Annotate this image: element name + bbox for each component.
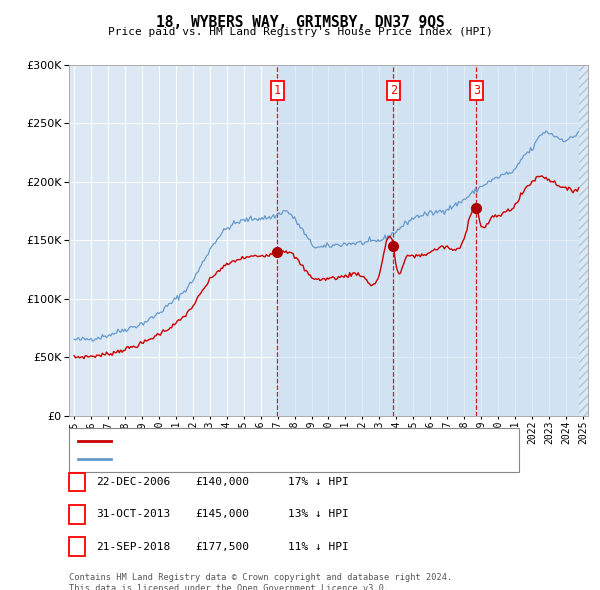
Text: 18, WYBERS WAY, GRIMSBY, DN37 9QS: 18, WYBERS WAY, GRIMSBY, DN37 9QS <box>155 15 445 30</box>
Text: £177,500: £177,500 <box>195 542 249 552</box>
Text: 2: 2 <box>390 84 397 97</box>
Text: 13% ↓ HPI: 13% ↓ HPI <box>288 510 349 519</box>
Text: £140,000: £140,000 <box>195 477 249 487</box>
Text: HPI: Average price, detached house, North East Lincolnshire: HPI: Average price, detached house, Nort… <box>117 454 486 464</box>
Text: 3: 3 <box>473 84 480 97</box>
Text: 21-SEP-2018: 21-SEP-2018 <box>96 542 170 552</box>
Text: 22-DEC-2006: 22-DEC-2006 <box>96 477 170 487</box>
Text: 11% ↓ HPI: 11% ↓ HPI <box>288 542 349 552</box>
Text: 1: 1 <box>73 477 80 487</box>
Text: £145,000: £145,000 <box>195 510 249 519</box>
Text: 1: 1 <box>274 84 281 97</box>
Text: 18, WYBERS WAY, GRIMSBY, DN37 9QS (detached house): 18, WYBERS WAY, GRIMSBY, DN37 9QS (detac… <box>117 436 430 445</box>
Text: Price paid vs. HM Land Registry's House Price Index (HPI): Price paid vs. HM Land Registry's House … <box>107 27 493 37</box>
Text: 3: 3 <box>73 542 80 552</box>
Text: 17% ↓ HPI: 17% ↓ HPI <box>288 477 349 487</box>
Text: 31-OCT-2013: 31-OCT-2013 <box>96 510 170 519</box>
Text: 2: 2 <box>73 510 80 519</box>
Bar <box>578 65 588 416</box>
Text: Contains HM Land Registry data © Crown copyright and database right 2024.
This d: Contains HM Land Registry data © Crown c… <box>69 573 452 590</box>
Bar <box>277 65 578 416</box>
